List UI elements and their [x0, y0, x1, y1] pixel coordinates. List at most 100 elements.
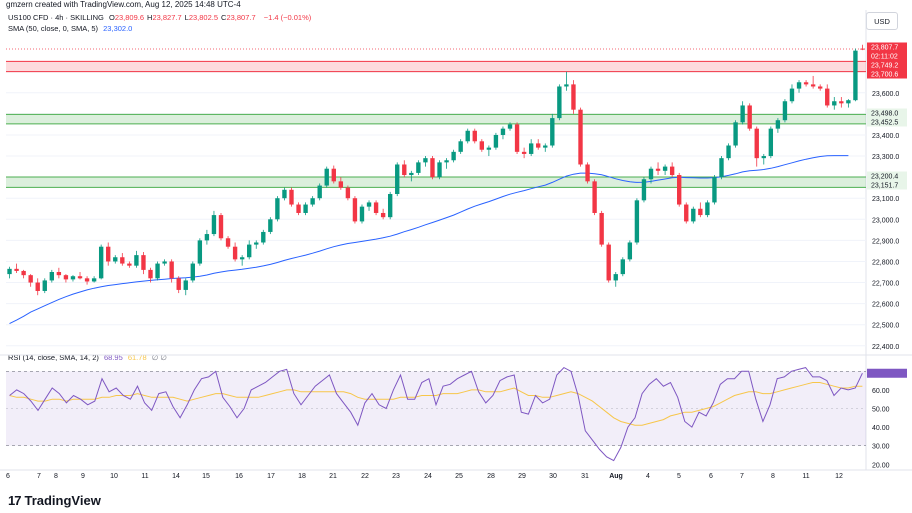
- candle-body: [641, 179, 647, 201]
- time-tick-label: 6: [709, 473, 713, 480]
- candle-body: [134, 255, 139, 266]
- candle: [7, 266, 12, 279]
- price-label-bg: [867, 60, 907, 70]
- ohlc-value: 23,807.7: [226, 13, 256, 22]
- candle: [84, 276, 90, 285]
- price-tick-label: 23,000.0: [872, 217, 899, 224]
- candle: [578, 107, 583, 167]
- candle: [42, 278, 47, 294]
- price-label: 23,200.4: [871, 174, 898, 181]
- candle-body: [409, 172, 414, 176]
- sma-legend[interactable]: SMA (50, close, 0, SMA, 5) 23,302.0: [8, 24, 135, 33]
- candle: [303, 202, 308, 216]
- candle-body: [324, 168, 329, 186]
- rsi-legend[interactable]: RSI (14, close, SMA, 14, 2) 68.95 61.78 …: [8, 353, 170, 362]
- candle: [803, 80, 809, 87]
- candle: [218, 212, 224, 241]
- candle: [211, 210, 217, 237]
- candle-body: [853, 50, 858, 101]
- candle-body: [423, 158, 428, 163]
- time-tick-label: 7: [37, 473, 41, 480]
- candle: [691, 206, 696, 224]
- rsi-value-label-bg: [867, 368, 907, 378]
- candle-body: [430, 158, 435, 178]
- rsi-tick-label: 50.00: [872, 406, 890, 413]
- candle-body: [754, 128, 759, 159]
- candle-body: [825, 88, 830, 106]
- candle-body: [634, 200, 640, 243]
- price-tick-label: 22,900.0: [872, 238, 899, 245]
- candle: [317, 183, 322, 201]
- candle-body: [395, 164, 400, 194]
- candle: [846, 99, 851, 108]
- ohlc-value: 23,802.5: [188, 13, 219, 22]
- candle-body: [705, 202, 710, 216]
- price-label: 23,498.0: [871, 111, 898, 118]
- ohlc-label: L: [184, 13, 189, 22]
- candle: [719, 156, 724, 180]
- symbol-legend: US100 CFD · 4h · SKILLING O23,809.6 H23,8…: [8, 13, 314, 22]
- candle: [134, 250, 139, 268]
- sma-path: [9, 155, 849, 325]
- candle: [416, 160, 421, 176]
- candle-body: [49, 272, 55, 281]
- candle-body: [472, 130, 477, 142]
- price-zones: [6, 48, 866, 188]
- candle-body: [366, 202, 372, 207]
- candle-body: [655, 168, 661, 171]
- candle-body: [317, 185, 322, 199]
- candle: [310, 196, 315, 207]
- candle: [536, 139, 541, 150]
- candle-body: [14, 268, 19, 271]
- candle: [169, 259, 174, 283]
- candle-body: [669, 166, 675, 176]
- candle: [557, 84, 562, 121]
- candle: [423, 156, 428, 167]
- candle: [77, 272, 83, 280]
- candle-body: [458, 141, 463, 152]
- candle: [141, 251, 146, 275]
- candle-body: [465, 130, 470, 142]
- candle: [789, 84, 795, 104]
- candle-body: [846, 100, 851, 104]
- candle-body: [113, 257, 118, 262]
- price-tick-label: 23,600.0: [872, 91, 899, 98]
- time-tick-label: 30: [549, 473, 557, 480]
- candle-body: [592, 181, 597, 213]
- time-tick-label: 22: [361, 473, 369, 480]
- tradingview-logo[interactable]: 17 TradingView: [8, 493, 101, 508]
- candle-body: [21, 270, 26, 276]
- candle-body: [275, 198, 280, 220]
- candle: [106, 242, 111, 266]
- candle: [606, 242, 611, 283]
- candle-body: [528, 143, 534, 154]
- candle: [733, 120, 738, 148]
- price-label: 23,749.2: [871, 63, 898, 70]
- candle-body: [606, 244, 611, 281]
- candle-body: [169, 261, 174, 279]
- candle: [409, 170, 414, 182]
- candle: [810, 75, 816, 89]
- candle: [373, 200, 379, 216]
- candle-body: [578, 109, 583, 165]
- candle-body: [56, 272, 62, 276]
- candle: [204, 229, 210, 245]
- time-tick-label: 7: [740, 473, 744, 480]
- candle-body: [437, 162, 442, 178]
- price-label-bg: [867, 117, 907, 127]
- candle: [232, 242, 238, 262]
- candle-body: [620, 259, 625, 275]
- candle-body: [817, 86, 823, 89]
- candle: [197, 238, 203, 266]
- candle-body: [557, 86, 562, 119]
- candle-body: [162, 261, 167, 264]
- rsi-value: 68.95: [103, 353, 123, 362]
- candle-body: [599, 212, 604, 245]
- candle-body: [239, 257, 245, 260]
- ohlc-value: 23,809.6: [114, 13, 145, 22]
- time-tick-label: 31: [581, 473, 589, 480]
- candle: [21, 269, 26, 279]
- time-tick-label: 15: [202, 473, 210, 480]
- candle: [275, 196, 280, 222]
